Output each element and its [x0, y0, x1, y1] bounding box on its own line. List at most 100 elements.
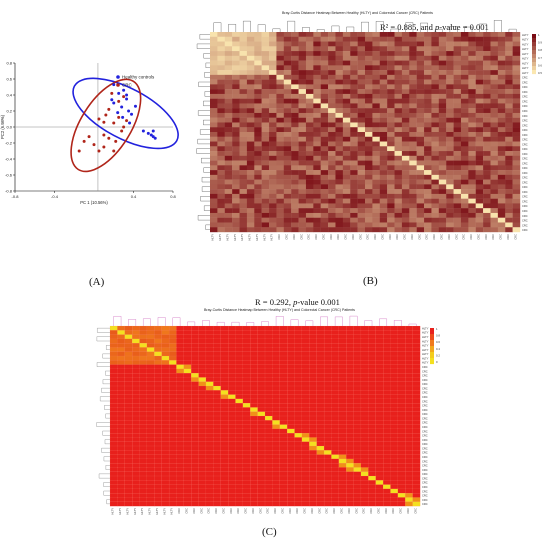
heatmap-cell	[483, 65, 491, 71]
heatmap-cell	[132, 415, 140, 421]
heatmap-cell	[320, 217, 329, 223]
heatmap-cell	[353, 360, 362, 365]
heatmap-cell	[323, 493, 332, 498]
heatmap-cell	[220, 433, 229, 438]
heatmap-cell	[264, 407, 273, 412]
heatmap-cell	[350, 198, 358, 204]
heatmap-cell	[191, 424, 199, 430]
heatmap-cell	[235, 501, 244, 507]
heatmap-cell	[394, 208, 403, 214]
heatmap-cell	[269, 160, 277, 166]
heatmap-cell	[505, 170, 513, 176]
heatmap-cell	[235, 463, 244, 468]
heatmap-cell	[387, 222, 395, 228]
heatmap-cell	[124, 415, 133, 421]
heatmap-cell	[331, 373, 340, 378]
heatmap-cell	[453, 179, 462, 185]
heatmap-cell	[357, 98, 366, 104]
heatmap-cell	[139, 368, 148, 374]
heatmap-cell	[257, 480, 266, 485]
heatmap-cell	[228, 364, 236, 370]
row-label: HLTY	[522, 33, 529, 37]
heatmap-cell	[213, 390, 221, 395]
heatmap-cell	[146, 398, 155, 404]
heatmap-cell	[460, 212, 469, 218]
heatmap-cell	[360, 463, 369, 468]
heatmap-cell	[490, 146, 499, 152]
heatmap-cell	[375, 471, 384, 477]
heatmap-cell	[239, 127, 248, 133]
heatmap-cell	[168, 493, 177, 498]
heatmap-cell	[460, 174, 469, 180]
heatmap-cell	[387, 122, 395, 128]
heatmap-cell	[383, 501, 391, 507]
heatmap-cell	[132, 467, 140, 472]
heatmap-cell	[375, 411, 384, 417]
heatmap-cell	[372, 84, 380, 90]
heatmap-cell	[387, 184, 395, 190]
heatmap-cell	[497, 189, 506, 195]
heatmap-cell	[412, 368, 421, 374]
heatmap-cell	[168, 501, 177, 507]
heatmap-cell	[338, 471, 347, 477]
row-label: CRC	[422, 429, 428, 433]
heatmap-cell	[335, 189, 344, 195]
heatmap-cell	[132, 424, 140, 430]
dendrogram-branch	[99, 396, 110, 402]
heatmap-cell	[490, 117, 499, 123]
heatmap-cell	[291, 108, 299, 114]
heatmap-cell	[283, 93, 292, 99]
heatmap-cell	[453, 117, 462, 123]
heatmap-cell	[379, 193, 388, 199]
heatmap-cell	[316, 390, 325, 395]
heatmap-cell	[331, 325, 340, 331]
heatmap-cell	[490, 160, 499, 166]
heatmap-cell	[490, 208, 499, 214]
heatmap-cell	[357, 117, 366, 123]
heatmap-cell	[368, 385, 376, 391]
crc-point	[102, 145, 106, 149]
heatmap-cell	[412, 385, 421, 391]
heatmap-cell	[323, 394, 332, 400]
heatmap-cell	[468, 208, 476, 214]
column-label: HLTY	[240, 234, 244, 241]
heatmap-cell	[357, 132, 366, 137]
heatmap-cell	[242, 454, 251, 460]
heatmap-cell	[424, 89, 432, 95]
scale-swatch	[430, 358, 434, 365]
heatmap-cell	[313, 117, 321, 123]
heatmap-cell	[291, 60, 299, 66]
heatmap-cell	[483, 89, 491, 95]
column-label: CRC	[344, 234, 348, 240]
heatmap-cell	[412, 343, 421, 348]
heatmap-cell	[368, 407, 376, 412]
heatmap-cell	[235, 441, 244, 447]
heatmap-cell	[331, 385, 340, 391]
dendrogram-branch	[198, 81, 210, 87]
heatmap-cell	[335, 112, 344, 118]
heatmap-cell	[213, 355, 221, 361]
heatmap-cell	[379, 170, 388, 176]
heatmap-cell	[257, 373, 266, 378]
scale-swatch	[532, 62, 536, 67]
panel-c-stat-r: R = 0.292,	[255, 297, 294, 307]
heatmap-cell	[490, 41, 499, 47]
row-label: CRC	[522, 161, 528, 165]
heatmap-cell	[483, 151, 491, 157]
heatmap-cell	[146, 450, 155, 455]
heatmap-cell	[424, 155, 432, 161]
heatmap-cell	[246, 208, 255, 214]
heatmap-cell	[490, 84, 499, 90]
row-label: CRC	[522, 147, 528, 151]
heatmap-cell	[460, 155, 469, 161]
heatmap-cell	[269, 174, 277, 180]
heatmap-cell	[446, 212, 454, 218]
y-tick-label: 0.2	[6, 109, 12, 114]
heatmap-cell	[453, 55, 462, 61]
heatmap-cell	[298, 217, 307, 223]
heatmap-cell	[298, 112, 307, 118]
heatmap-cell	[279, 385, 288, 391]
heatmap-cell	[109, 437, 118, 442]
heatmap-cell	[139, 454, 148, 460]
heatmap-cell	[316, 454, 325, 460]
